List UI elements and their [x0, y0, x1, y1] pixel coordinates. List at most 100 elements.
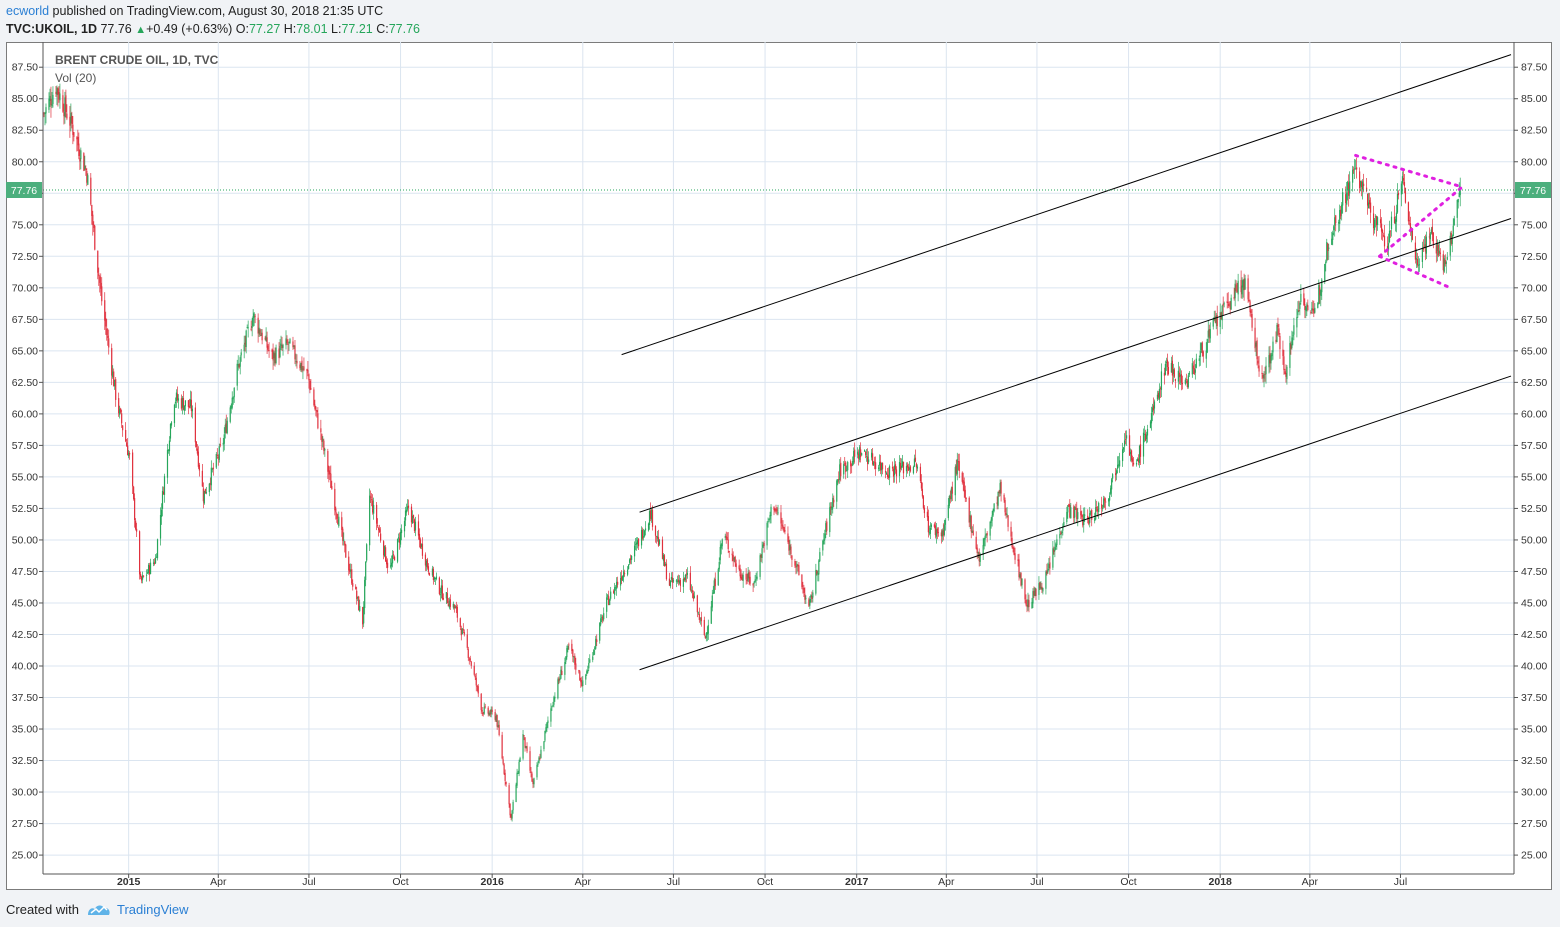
- candle-body: [852, 460, 854, 466]
- candle-body: [243, 344, 245, 352]
- candle-body: [170, 422, 173, 426]
- candle-body: [866, 456, 868, 457]
- candle-body: [1283, 356, 1285, 371]
- candle-body: [503, 764, 505, 774]
- candle-body: [710, 606, 712, 624]
- candle-body: [261, 332, 263, 341]
- candle-body: [433, 577, 436, 580]
- channel-trendline[interactable]: [639, 375, 1512, 671]
- price-chart[interactable]: 25.00 25.00 27.50 27.50 30.00 30.00 32.50 32.50…: [6, 42, 1552, 890]
- candle-body: [1006, 513, 1008, 515]
- candle-body: [309, 381, 311, 391]
- y-tick-label-left: 60.00: [12, 408, 38, 420]
- pattern-dotted-line[interactable]: [1378, 254, 1452, 290]
- y-tick-label-right: 70.00: [1521, 282, 1547, 294]
- candle-body: [1080, 511, 1082, 516]
- channel-trendline[interactable]: [639, 218, 1512, 513]
- candle-body: [1105, 501, 1107, 503]
- candle-body: [1132, 462, 1135, 465]
- candle-body: [72, 124, 74, 135]
- candle-body: [1062, 526, 1064, 531]
- candle-body: [1324, 263, 1326, 283]
- candle-body: [502, 759, 504, 764]
- tradingview-logo-icon[interactable]: [87, 903, 111, 917]
- y-tick-label-left: 42.50: [12, 629, 38, 641]
- candle-body: [1262, 374, 1264, 378]
- candle-body: [991, 515, 993, 521]
- channel-trendline[interactable]: [621, 54, 1512, 356]
- candle-body: [1444, 259, 1446, 265]
- candle-body: [1361, 181, 1363, 188]
- pattern-dotted-line[interactable]: [1354, 153, 1464, 189]
- candle-body: [847, 462, 849, 471]
- candle-body: [1247, 278, 1249, 300]
- candle-body: [915, 463, 918, 468]
- candle-body: [338, 516, 340, 527]
- candle-body: [1366, 193, 1369, 206]
- tradingview-link[interactable]: TradingView: [116, 902, 189, 917]
- candle-body: [505, 782, 507, 785]
- candle-body: [885, 472, 888, 475]
- candle-body: [525, 746, 527, 749]
- pattern-dotted-line[interactable]: [1378, 185, 1464, 258]
- candle-body: [383, 541, 385, 556]
- candle-body: [610, 591, 612, 599]
- candle-body: [1306, 304, 1308, 308]
- candle-body: [107, 335, 109, 338]
- candle-body: [149, 562, 152, 574]
- candle-body: [999, 483, 1001, 494]
- y-tick-label-left: 67.50: [12, 314, 38, 326]
- candle-body: [879, 461, 882, 471]
- y-tick-label-left: 45.00: [12, 597, 38, 609]
- candle-body: [1233, 297, 1235, 299]
- candle-body: [699, 617, 701, 619]
- candle-body: [956, 459, 958, 475]
- y-tick-label-left: 32.50: [12, 755, 38, 767]
- candle-body: [1291, 337, 1293, 348]
- candle-body: [983, 538, 985, 547]
- candle-body: [881, 462, 884, 470]
- last-price-badge-left: [6, 181, 42, 198]
- candle-body: [106, 328, 108, 336]
- candle-body: [833, 499, 835, 503]
- candle-body: [678, 580, 681, 584]
- candle-body: [480, 693, 482, 711]
- candle-body: [936, 528, 938, 534]
- candle-body: [596, 639, 598, 642]
- candle-body: [1202, 351, 1204, 357]
- candle-body: [1125, 435, 1128, 439]
- candle-body: [1407, 202, 1410, 222]
- candle-body: [1027, 599, 1029, 608]
- candle-body: [226, 420, 228, 433]
- candle-body: [1117, 464, 1119, 469]
- candle-body: [648, 510, 651, 525]
- candle-body: [48, 98, 50, 110]
- candle-body: [78, 143, 80, 156]
- author-name[interactable]: ecworld: [6, 4, 50, 18]
- candle-body: [823, 539, 825, 541]
- trendlines[interactable]: [43, 54, 1514, 671]
- y-tick-label-left: 80.00: [12, 156, 38, 168]
- candle-body: [445, 592, 447, 599]
- candle-body: [97, 250, 99, 273]
- candle-body: [1181, 382, 1183, 385]
- candle-body: [1443, 258, 1445, 272]
- candle-body: [87, 175, 89, 185]
- candle-body: [160, 509, 163, 517]
- candle-body: [257, 317, 259, 334]
- candle-body: [675, 580, 678, 582]
- candle-body: [802, 588, 804, 590]
- candle-body: [146, 572, 149, 574]
- candle-body: [1320, 289, 1322, 297]
- candle-body: [752, 583, 754, 586]
- candle-body: [1333, 226, 1335, 231]
- candle-body: [554, 696, 556, 699]
- candle-body: [393, 556, 396, 561]
- candle-body: [1298, 310, 1300, 312]
- candle-body: [1081, 514, 1083, 518]
- candle-body: [418, 533, 421, 540]
- candle-body: [664, 563, 667, 566]
- candle-body: [1075, 508, 1077, 510]
- candle-body: [302, 368, 304, 370]
- candle-body: [1321, 279, 1323, 293]
